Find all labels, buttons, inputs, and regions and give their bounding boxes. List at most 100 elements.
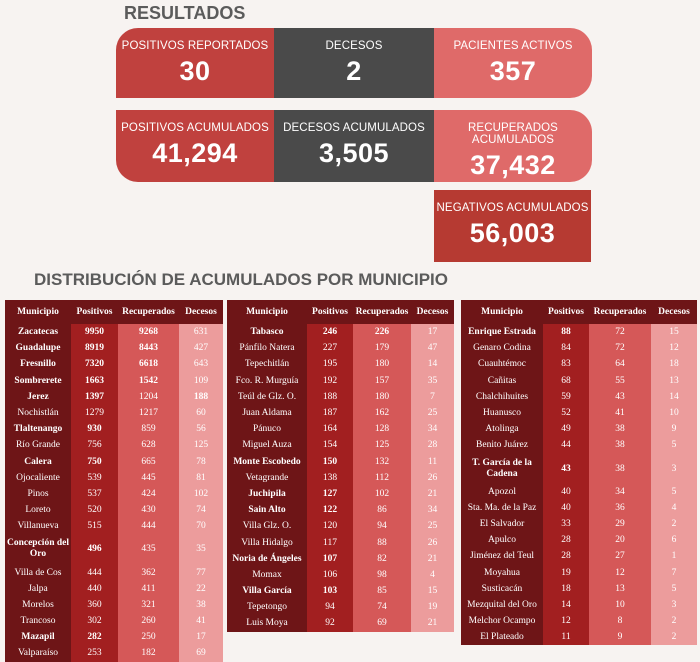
- recuperados-cell: 182: [118, 645, 179, 662]
- municipio-cell: Cañitas: [461, 372, 543, 389]
- positivos-cell: 52: [543, 404, 589, 422]
- card-negativos-acumulados: NEGATIVOS ACUMULADOS 56,003: [434, 190, 591, 262]
- municipio-cell: Nochistlán: [5, 404, 71, 422]
- table-row: Morelos 360 321 38: [5, 596, 223, 613]
- municipio-cell: Pánuco: [227, 421, 307, 438]
- table-row: Noria de Ángeles 107 82 21: [227, 550, 454, 567]
- decesos-cell: 34: [411, 421, 454, 438]
- positivos-cell: 515: [71, 518, 118, 535]
- table-row: Concepción del Oro 496 435 35: [5, 534, 223, 565]
- decesos-cell: 74: [179, 502, 223, 519]
- recuperados-cell: 72: [589, 340, 651, 357]
- municipio-cell: Chalchihuites: [461, 388, 543, 405]
- municipio-cell: Benito Juárez: [461, 437, 543, 454]
- positivos-cell: 40: [543, 483, 589, 500]
- table-row: Zacatecas 9950 9268 631: [5, 324, 223, 341]
- positivos-cell: 192: [307, 372, 353, 389]
- table-row: Río Grande 756 628 125: [5, 437, 223, 454]
- positivos-cell: 117: [307, 534, 353, 551]
- decesos-cell: 15: [411, 583, 454, 600]
- table-row: Jalpa 440 411 22: [5, 580, 223, 597]
- recuperados-cell: 98: [353, 566, 411, 583]
- municipio-cell: Moyahua: [461, 564, 543, 581]
- table-row: Sombrerete 1663 1542 109: [5, 372, 223, 389]
- municipio-cell: Jerez: [5, 388, 71, 405]
- municipio-cell: Fco. R. Murguía: [227, 372, 307, 389]
- recuperados-cell: 1542: [118, 372, 179, 389]
- decesos-cell: 6: [651, 532, 697, 549]
- positivos-cell: 282: [71, 629, 118, 646]
- municipio-cell: Jiménez del Teul: [461, 548, 543, 565]
- decesos-cell: 5: [651, 483, 697, 500]
- table-row: Apozol 40 34 5: [461, 483, 697, 500]
- positivos-cell: 43: [543, 453, 589, 484]
- table-row: Guadalupe 8919 8443 427: [5, 340, 223, 357]
- decesos-cell: 47: [411, 340, 454, 357]
- positivos-cell: 227: [307, 340, 353, 357]
- decesos-cell: 3: [651, 453, 697, 484]
- decesos-cell: 109: [179, 372, 223, 389]
- decesos-cell: 25: [411, 404, 454, 422]
- card-pacientes-activos: PACIENTES ACTIVOS 357: [434, 28, 592, 98]
- decesos-cell: 2: [651, 515, 697, 533]
- decesos-cell: 10: [651, 404, 697, 422]
- municipio-cell: Juan Aldama: [227, 404, 307, 422]
- municipio-cell: Villanueva: [5, 518, 71, 535]
- table-row: Cañitas 68 55 13: [461, 372, 697, 389]
- col-positivos: Positivos: [307, 300, 353, 324]
- positivos-cell: 88: [543, 324, 589, 341]
- positivos-cell: 496: [71, 534, 118, 565]
- table-row: Monte Escobedo 150 132 11: [227, 453, 454, 470]
- recuperados-cell: 444: [118, 518, 179, 535]
- municipio-cell: Fresnillo: [5, 356, 71, 373]
- col-decesos: Decesos: [411, 300, 454, 324]
- recuperados-cell: 424: [118, 485, 179, 503]
- table-row: Tabasco 246 226 17: [227, 324, 454, 341]
- decesos-cell: 19: [411, 599, 454, 616]
- municipio-cell: Sombrerete: [5, 372, 71, 389]
- recuperados-cell: 27: [589, 548, 651, 565]
- recuperados-cell: 430: [118, 502, 179, 519]
- decesos-cell: 18: [651, 356, 697, 373]
- municipio-cell: Guadalupe: [5, 340, 71, 357]
- municipio-cell: Concepción del Oro: [5, 534, 71, 565]
- table-row: Melchor Ocampo 12 8 2: [461, 613, 697, 630]
- municipio-cell: Juchipila: [227, 485, 307, 503]
- table-row: Villa García 103 85 15: [227, 583, 454, 600]
- positivos-cell: 122: [307, 502, 353, 519]
- positivos-cell: 120: [307, 518, 353, 535]
- municipio-cell: Genaro Codina: [461, 340, 543, 357]
- table-row: Tlaltenango 930 859 56: [5, 421, 223, 438]
- positivos-cell: 68: [543, 372, 589, 389]
- table-row: Villa Glz. O. 120 94 25: [227, 518, 454, 535]
- municipio-cell: Enrique Estrada: [461, 324, 543, 341]
- card-decesos-acumulados: DECESOS ACUMULADOS 3,505: [274, 110, 434, 182]
- municipio-cell: El Plateado: [461, 629, 543, 646]
- positivos-cell: 127: [307, 485, 353, 503]
- decesos-cell: 81: [179, 469, 223, 486]
- recuperados-cell: 82: [353, 550, 411, 567]
- positivos-cell: 302: [71, 613, 118, 630]
- positivos-cell: 18: [543, 580, 589, 597]
- recuperados-cell: 260: [118, 613, 179, 630]
- recuperados-cell: 88: [353, 534, 411, 551]
- card-label: POSITIVOS REPORTADOS: [121, 40, 269, 52]
- positivos-cell: 12: [543, 613, 589, 630]
- municipio-cell: Trancoso: [5, 613, 71, 630]
- card-value: 3,505: [318, 138, 390, 168]
- decesos-cell: 17: [179, 629, 223, 646]
- recuperados-cell: 226: [353, 324, 411, 341]
- positivos-cell: 756: [71, 437, 118, 454]
- decesos-cell: 102: [179, 485, 223, 503]
- recuperados-cell: 8443: [118, 340, 179, 357]
- decesos-cell: 5: [651, 580, 697, 597]
- positivos-cell: 440: [71, 580, 118, 597]
- col-positivos: Positivos: [71, 300, 118, 324]
- table-row: Mezquital del Oro 14 10 3: [461, 596, 697, 613]
- recuperados-cell: 38: [589, 437, 651, 454]
- positivos-cell: 14: [543, 596, 589, 613]
- municipio-cell: Villa de Cos: [5, 564, 71, 581]
- decesos-cell: 14: [651, 388, 697, 405]
- table-row: El Plateado 11 9 2: [461, 629, 697, 646]
- table-row: Juan Aldama 187 162 25: [227, 404, 454, 422]
